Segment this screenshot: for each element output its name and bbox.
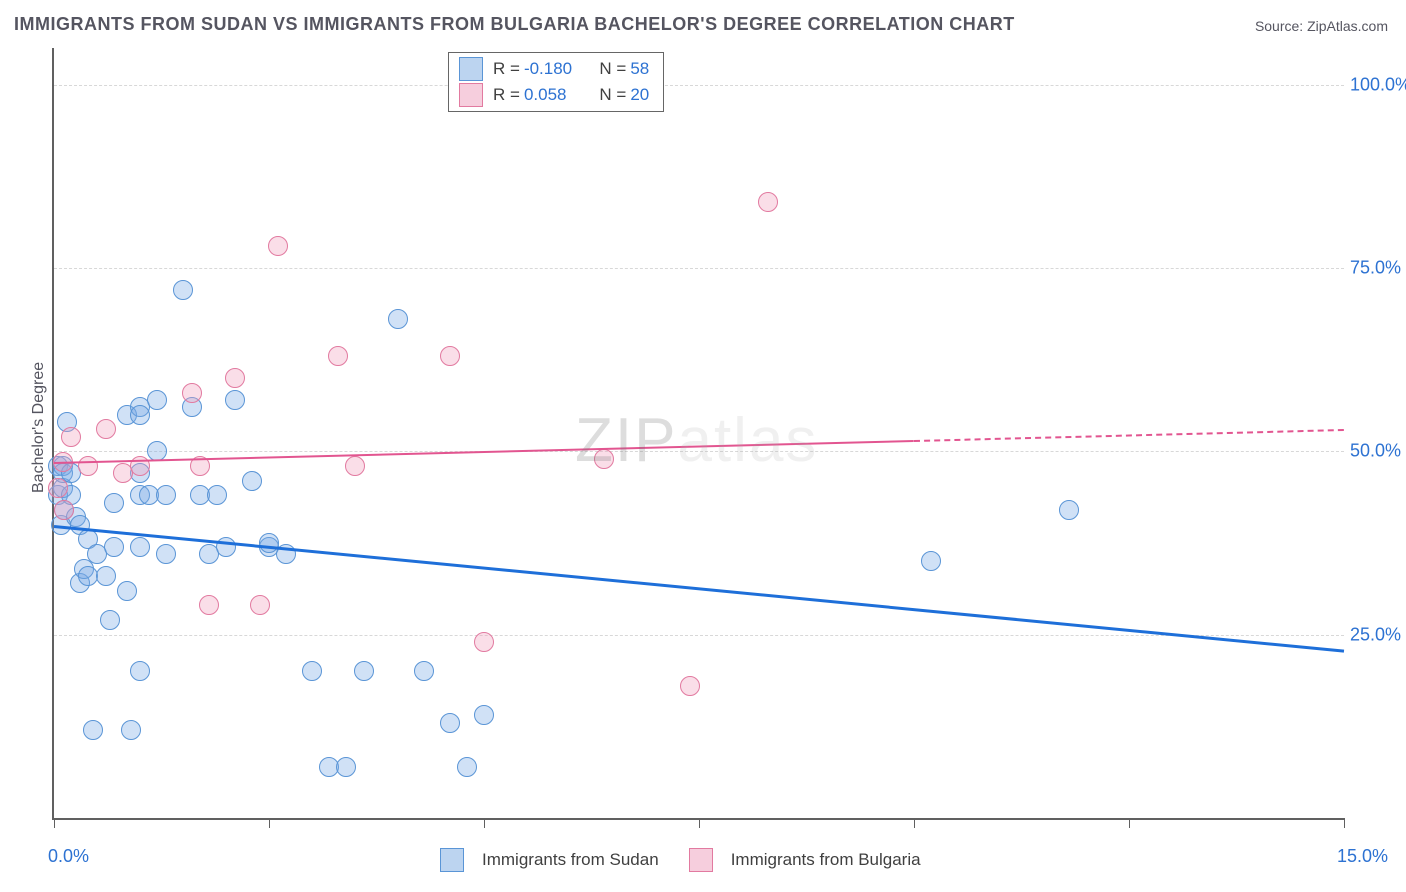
x-max-label: 15.0% [1337,846,1388,867]
scatter-point [921,551,941,571]
scatter-point [96,419,116,439]
scatter-point [758,192,778,212]
x-min-label: 0.0% [48,846,89,867]
scatter-point [414,661,434,681]
r-value: 0.058 [524,82,586,108]
n-value: 58 [630,56,649,82]
scatter-point [130,661,150,681]
scatter-point [680,676,700,696]
legend-label: Immigrants from Sudan [482,850,659,870]
scatter-point [156,544,176,564]
legend-item: Immigrants from Bulgaria [689,848,921,872]
scatter-point [121,720,141,740]
scatter-point [302,661,322,681]
bottom-legend: Immigrants from Sudan Immigrants from Bul… [440,848,921,872]
scatter-point [225,368,245,388]
scatter-point [474,705,494,725]
x-tick [54,818,55,828]
scatter-point [104,537,124,557]
n-label: N = [590,82,626,108]
r-value: -0.180 [524,56,586,82]
source-label: Source: ZipAtlas.com [1255,18,1388,34]
legend-swatch [459,57,483,81]
trend-line [54,525,1344,653]
legend-label: Immigrants from Bulgaria [731,850,921,870]
scatter-point [78,456,98,476]
scatter-point [48,478,68,498]
scatter-point [207,485,227,505]
legend-swatch [459,83,483,107]
gridline [54,451,1344,452]
trend-line [914,429,1344,442]
legend-swatch [440,848,464,872]
r-label: R = [493,56,520,82]
scatter-point [474,632,494,652]
x-tick [1344,818,1345,828]
x-tick [914,818,915,828]
scatter-point [345,456,365,476]
scatter-point [130,537,150,557]
stats-row: R = -0.180 N = 58 [449,56,663,82]
plot-area [52,48,1344,820]
scatter-point [182,383,202,403]
trend-line [54,440,914,464]
scatter-point [440,346,460,366]
scatter-point [83,720,103,740]
n-label: N = [590,56,626,82]
scatter-point [594,449,614,469]
n-value: 20 [630,82,649,108]
scatter-point [388,309,408,329]
scatter-point [54,500,74,520]
scatter-point [242,471,262,491]
y-tick-label: 100.0% [1350,74,1406,95]
scatter-point [61,427,81,447]
scatter-point [156,485,176,505]
y-tick-label: 50.0% [1350,441,1401,462]
scatter-point [457,757,477,777]
x-tick [484,818,485,828]
scatter-point [216,537,236,557]
y-tick-label: 75.0% [1350,258,1401,279]
scatter-point [199,595,219,615]
scatter-point [147,390,167,410]
scatter-point [173,280,193,300]
scatter-point [354,661,374,681]
gridline [54,635,1344,636]
scatter-point [130,405,150,425]
x-tick [269,818,270,828]
gridline [54,268,1344,269]
scatter-point [104,493,124,513]
y-tick-label: 25.0% [1350,624,1401,645]
stats-legend-box: R = -0.180 N = 58R = 0.058 N = 20 [448,52,664,112]
scatter-point [336,757,356,777]
scatter-point [440,713,460,733]
legend-swatch [689,848,713,872]
chart-title: IMMIGRANTS FROM SUDAN VS IMMIGRANTS FROM… [14,14,1015,35]
scatter-point [100,610,120,630]
x-tick [1129,818,1130,828]
scatter-point [328,346,348,366]
scatter-point [225,390,245,410]
x-tick [699,818,700,828]
scatter-point [250,595,270,615]
scatter-point [117,581,137,601]
y-axis-label: Bachelor's Degree [30,362,48,493]
legend-item: Immigrants from Sudan [440,848,659,872]
gridline [54,85,1344,86]
scatter-point [268,236,288,256]
r-label: R = [493,82,520,108]
stats-row: R = 0.058 N = 20 [449,82,663,108]
scatter-point [1059,500,1079,520]
scatter-point [96,566,116,586]
